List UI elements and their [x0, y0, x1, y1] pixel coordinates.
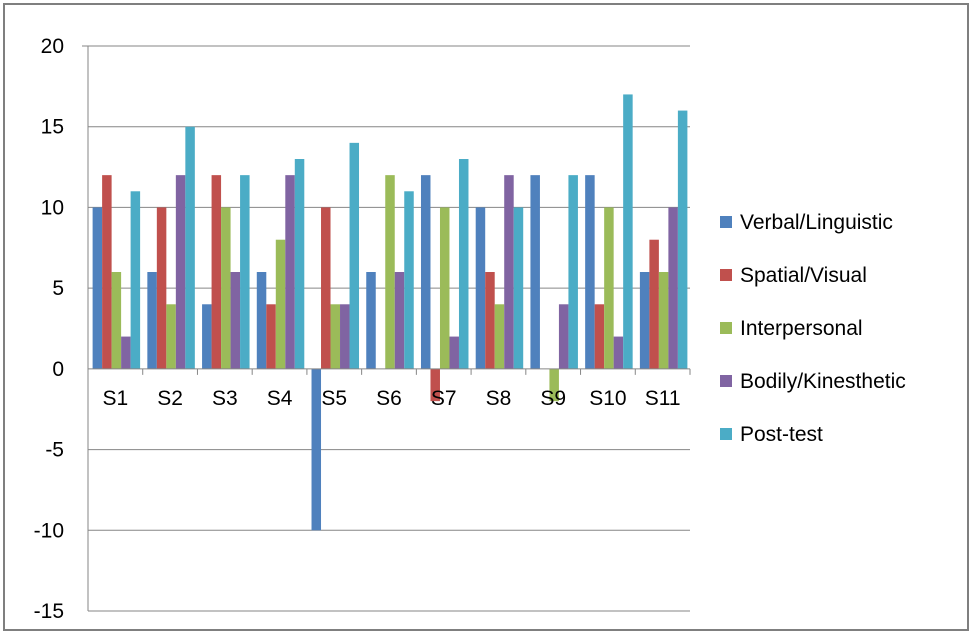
bar-bodily-kinesthetic-s9: [558, 304, 569, 369]
x-tick-label: S5: [321, 387, 347, 410]
bar-post-test-s8: [513, 207, 524, 369]
bar-bodily-kinesthetic-s3: [230, 272, 241, 369]
bar-bodily-kinesthetic-s4: [285, 175, 295, 369]
bar-spatial-visual-s2: [156, 207, 167, 369]
bar-spatial-visual-s3: [211, 175, 222, 369]
bar-post-test-s5: [349, 142, 360, 369]
bar-interpersonal-s6: [385, 175, 395, 369]
bars: [92, 94, 688, 531]
legend-entry: Post-test: [740, 423, 823, 446]
bar-interpersonal-s10: [604, 207, 614, 369]
y-tick-label: -5: [45, 439, 64, 462]
legend-swatch: [720, 375, 732, 387]
bar-post-test-s6: [404, 191, 414, 369]
bar-interpersonal-s5: [330, 304, 341, 369]
bar-post-test-s2: [185, 126, 195, 369]
legend-swatch: [720, 269, 732, 281]
axes: [82, 45, 691, 611]
bar-interpersonal-s9: [549, 368, 559, 402]
bar-interpersonal-s3: [221, 207, 231, 369]
bar-verbal-linguistic-s11: [639, 272, 650, 369]
bar-verbal-linguistic-s9: [530, 175, 540, 369]
x-tick-label: S7: [431, 387, 457, 410]
bar-post-test-s11: [677, 110, 688, 369]
bar-spatial-visual-s5: [321, 207, 331, 369]
tick-labels: 20 15 10 5 0 -5 -10 -15 S1 S2 S3 S4 S5 S6 S7 S8 S9 S10 S11: [34, 35, 681, 623]
legend: Verbal/Linguistic Spatial/Visual Interpers…: [720, 211, 906, 446]
x-tick-label: S4: [267, 387, 293, 410]
bar-post-test-s9: [568, 175, 578, 369]
bar-bodily-kinesthetic-s7: [449, 336, 459, 369]
bar-spatial-visual-s7: [430, 368, 440, 402]
bar-interpersonal-s11: [658, 272, 669, 369]
y-tick-label: 15: [41, 116, 64, 139]
bar-verbal-linguistic-s1: [92, 207, 103, 369]
bar-post-test-s4: [294, 159, 305, 369]
bar-interpersonal-s2: [166, 304, 176, 369]
bar-bodily-kinesthetic-s1: [121, 336, 131, 369]
bar-post-test-s10: [623, 94, 633, 369]
legend-swatch: [720, 322, 732, 334]
y-tick-label: -10: [34, 519, 64, 542]
bar-verbal-linguistic-s7: [420, 175, 431, 369]
y-tick-label: 10: [41, 196, 64, 219]
y-tick-label: 0: [52, 358, 64, 381]
bar-bodily-kinesthetic-s6: [394, 272, 405, 369]
y-tick-label: 5: [52, 277, 64, 300]
x-tick-label: S8: [486, 387, 512, 410]
bar-bodily-kinesthetic-s11: [668, 207, 678, 369]
bar-post-test-s3: [240, 175, 250, 369]
bar-post-test-s1: [130, 191, 141, 369]
bar-spatial-visual-s11: [649, 239, 659, 369]
bar-post-test-s7: [458, 159, 469, 369]
bar-verbal-linguistic-s2: [147, 272, 157, 369]
bar-interpersonal-s8: [494, 304, 505, 369]
legend-swatch: [720, 216, 732, 228]
x-tick-label: S3: [212, 387, 238, 410]
bar-verbal-linguistic-s6: [366, 272, 376, 369]
bar-bodily-kinesthetic-s10: [613, 336, 624, 369]
y-tick-label: 20: [41, 35, 64, 58]
bar-bodily-kinesthetic-s2: [175, 175, 186, 369]
bar-verbal-linguistic-s10: [585, 175, 595, 369]
legend-swatch: [720, 428, 732, 440]
bar-spatial-visual-s1: [102, 175, 112, 369]
bar-verbal-linguistic-s3: [202, 304, 212, 369]
legend-entry: Spatial/Visual: [740, 264, 867, 287]
legend-entry: Interpersonal: [740, 317, 863, 340]
bar-verbal-linguistic-s5: [311, 368, 322, 531]
bar-verbal-linguistic-s4: [256, 272, 267, 369]
x-tick-label: S1: [103, 387, 129, 410]
bar-interpersonal-s7: [439, 207, 450, 369]
bar-spatial-visual-s8: [485, 272, 495, 369]
bar-bodily-kinesthetic-s8: [504, 175, 514, 369]
bar-interpersonal-s4: [275, 239, 286, 369]
x-tick-label: S9: [540, 387, 566, 410]
legend-entry: Verbal/Linguistic: [740, 211, 893, 234]
bar-spatial-visual-s10: [594, 304, 605, 369]
x-tick-label: S2: [157, 387, 183, 410]
bar-verbal-linguistic-s8: [475, 207, 486, 369]
y-tick-label: -15: [34, 600, 64, 623]
bar-bodily-kinesthetic-s5: [340, 304, 350, 369]
x-tick-label: S11: [645, 387, 681, 410]
bar-interpersonal-s1: [111, 272, 122, 369]
bar-spatial-visual-s4: [266, 304, 276, 369]
x-tick-label: S10: [589, 387, 626, 410]
x-tick-label: S6: [376, 387, 402, 410]
legend-entry: Bodily/Kinesthetic: [740, 370, 906, 393]
